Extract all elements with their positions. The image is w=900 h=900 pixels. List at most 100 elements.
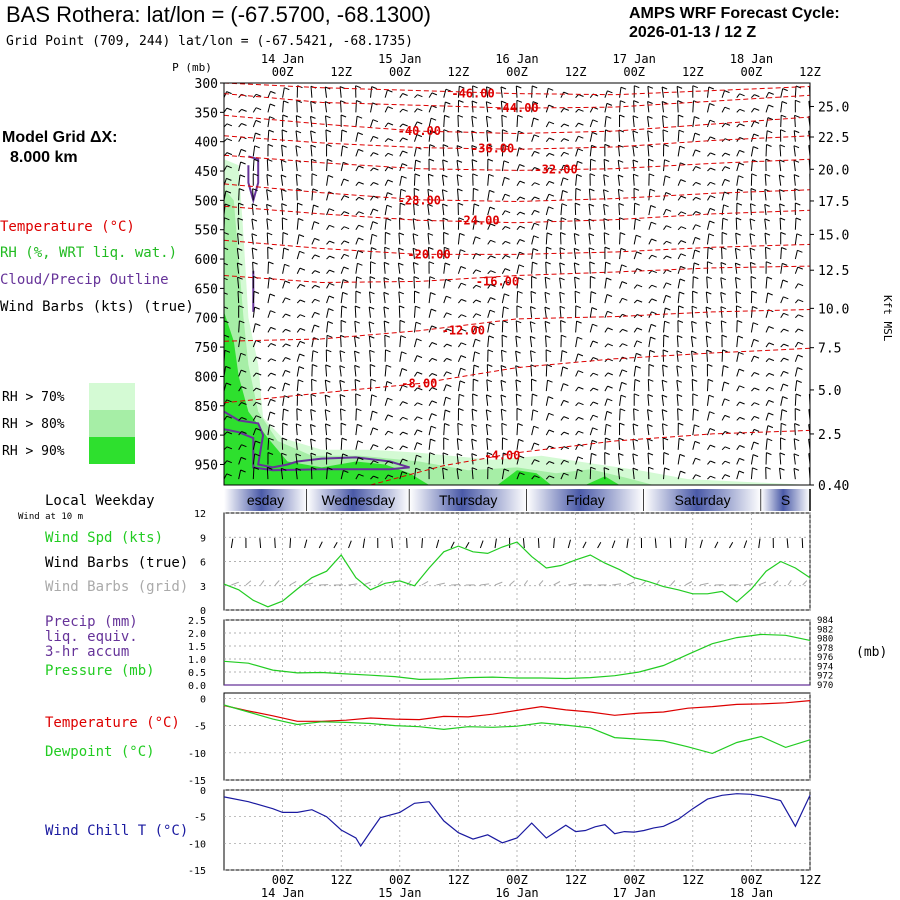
- wind-barb-flag: [736, 305, 742, 309]
- wind-barb-flag: [461, 298, 467, 302]
- wind-barb-flag: [752, 306, 758, 309]
- wind-barb: [369, 276, 371, 289]
- wind-barb-flag: [577, 160, 583, 164]
- wind-barb: [485, 394, 489, 406]
- wind-barb-flag: [533, 425, 539, 429]
- wind-barb-flag: [430, 117, 437, 121]
- wind-barb-flag: [603, 158, 610, 162]
- wind-barb: [619, 369, 623, 377]
- wind-barb: [692, 424, 695, 436]
- pressure-axis-label: P (mb): [172, 61, 212, 74]
- wind-barb-flag: [310, 115, 316, 119]
- wind-barb-flag: [281, 437, 288, 441]
- wind-barb: [531, 235, 535, 245]
- pressure-tick-label: 600: [195, 253, 218, 268]
- wind-barb: [647, 101, 650, 113]
- wind-barb-flag: [768, 386, 775, 390]
- wind-barb: [531, 196, 535, 201]
- wind-barb-flag: [429, 144, 435, 148]
- wind-barb: [707, 444, 711, 451]
- wind-barb-flag: [680, 226, 687, 230]
- wind-barb-flag: [460, 355, 467, 359]
- wind-barb: [604, 385, 609, 392]
- wind-barb: [428, 92, 433, 98]
- wind-barb: [486, 379, 489, 392]
- wind-barb-flag: [224, 277, 228, 281]
- legend-rh: RH (%, WRT liq. wat.): [0, 245, 177, 261]
- wind-barb: [384, 205, 388, 216]
- wind-barb-flag: [677, 408, 683, 412]
- wind-barb-flag: [471, 145, 477, 148]
- wind-barb: [384, 218, 387, 230]
- wind-barb-flag: [781, 114, 787, 118]
- wind-barb-flag: [549, 461, 555, 464]
- pressure-unit-label: (mb): [856, 645, 887, 660]
- wind-barb-flag: [461, 342, 467, 346]
- wind-barb-flag: [635, 218, 641, 222]
- wind-barb-flag: [325, 115, 331, 119]
- wind-barb: [412, 233, 415, 245]
- wind-barb: [428, 413, 433, 421]
- wind-barb: [362, 538, 366, 549]
- wind-barb-flag: [240, 469, 246, 473]
- wind-barb-flag: [325, 437, 332, 441]
- wind-barb-flag: [651, 238, 657, 242]
- wind-barb: [779, 144, 782, 157]
- wind-barb: [531, 134, 535, 142]
- wind-barb: [589, 307, 593, 318]
- wind-barb-flag: [679, 278, 686, 282]
- wind-barb-flag: [340, 114, 347, 118]
- wind-barb: [355, 250, 359, 260]
- wind-barb-flag: [722, 349, 728, 353]
- wind-barb-flag: [284, 280, 291, 284]
- wind-barb-flag: [225, 365, 231, 369]
- wind-barb: [413, 276, 415, 289]
- wind-barb-flag: [501, 349, 507, 353]
- wind-barb-flag: [591, 452, 597, 456]
- wind-barb: [384, 89, 388, 98]
- wind-barb-flag: [314, 324, 320, 328]
- wind-barb-flag: [326, 452, 332, 455]
- wind-barb-flag: [355, 71, 360, 73]
- wind-barb-flag: [661, 394, 668, 398]
- wind-barb-flag: [472, 85, 478, 89]
- wind-barb-flag: [505, 254, 511, 258]
- temperature-contour: [224, 265, 810, 284]
- wind-barb-flag: [224, 349, 231, 353]
- wind-barb-flag: [707, 261, 713, 265]
- wind-barb-flag: [795, 85, 802, 89]
- wind-barb-flag: [398, 291, 404, 295]
- wind-barb-flag: [387, 152, 394, 156]
- wind-barb: [721, 218, 724, 230]
- wind-barb-flag: [266, 218, 272, 222]
- wind-barb: [692, 224, 696, 230]
- wind-barb: [633, 340, 638, 348]
- wind-barb-flag: [284, 87, 290, 91]
- wind-barb: [274, 538, 276, 549]
- wind-barb-flag: [487, 452, 493, 456]
- wind-barb: [544, 292, 547, 304]
- wind-barb: [355, 457, 359, 465]
- wind-barb-flag: [224, 217, 230, 221]
- wind-barb: [721, 431, 726, 436]
- wind-barb-flag: [432, 80, 437, 82]
- wind-barb: [472, 236, 476, 245]
- wind-barb-flag: [591, 307, 598, 311]
- wind-barb-flag: [691, 320, 697, 324]
- wind-barb-flag: [662, 437, 669, 441]
- wind-barb-flag: [693, 276, 699, 280]
- wind-barb: [663, 225, 667, 231]
- wind-barb-flag: [416, 134, 423, 138]
- wind-barb-grid: [421, 580, 429, 586]
- wind-barb: [398, 277, 401, 289]
- wind-barb-flag: [607, 398, 613, 402]
- wind-barb-flag: [666, 282, 672, 286]
- wind-barb: [325, 437, 328, 450]
- wind-barb-flag: [412, 233, 419, 237]
- wind-barb-flag: [445, 101, 451, 105]
- wind-barb-flag: [428, 246, 434, 250]
- wind-barb: [663, 192, 667, 201]
- wind-barb-flag: [281, 129, 288, 133]
- wind-barb: [252, 453, 256, 465]
- wind-barb-flag: [442, 217, 449, 221]
